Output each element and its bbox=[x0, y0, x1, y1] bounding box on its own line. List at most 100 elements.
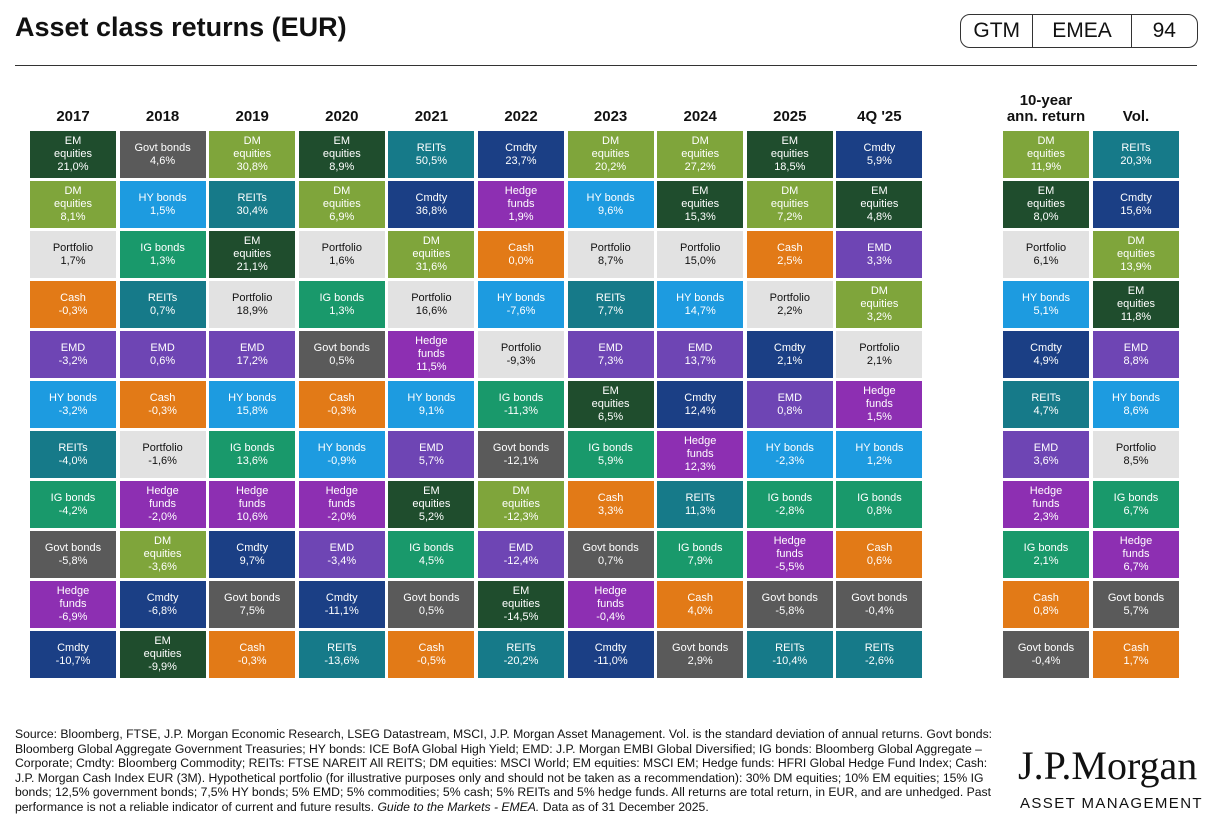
cell: HY bonds -7,6% bbox=[478, 281, 564, 328]
cell: EMD 17,2% bbox=[209, 331, 296, 378]
return-value: -14,5% bbox=[503, 611, 539, 623]
logo-subtitle: ASSET MANAGEMENT bbox=[1020, 795, 1203, 812]
cell: Hedge funds -6,9% bbox=[30, 581, 116, 628]
cell: Govt bonds 5,7% bbox=[1093, 581, 1179, 628]
return-value: 1,7% bbox=[60, 254, 86, 267]
asset-name: Govt bonds bbox=[224, 591, 281, 604]
return-value: -7,6% bbox=[506, 304, 536, 317]
cell: IG bonds -2,8% bbox=[746, 481, 833, 528]
cell: EMD 7,3% bbox=[567, 331, 654, 378]
asset-name: EM equities bbox=[143, 635, 182, 660]
cell: Cash 2,5% bbox=[746, 231, 833, 278]
return-value: 21,0% bbox=[57, 161, 89, 173]
asset-name: IG bonds bbox=[140, 241, 185, 254]
cell: Cmdty 12,4% bbox=[657, 381, 744, 428]
cell: HY bonds 5,1% bbox=[1003, 281, 1089, 328]
return-value: -12,1% bbox=[503, 454, 539, 467]
asset-name: DM equities bbox=[681, 135, 720, 160]
asset-name: DM equities bbox=[860, 285, 899, 310]
asset-name: Cash bbox=[1123, 641, 1149, 654]
asset-name: DM equities bbox=[1117, 235, 1155, 260]
return-value: 11,8% bbox=[1120, 311, 1152, 323]
asset-name: Hedge funds bbox=[594, 585, 627, 610]
asset-name: Cmdty bbox=[415, 191, 448, 204]
cell: EM equities 6,5% bbox=[567, 381, 654, 428]
asset-name: REITs bbox=[147, 291, 178, 304]
asset-name: Cash bbox=[508, 241, 534, 254]
asset-name: Portfolio bbox=[1025, 241, 1067, 254]
cell: HY bonds 14,7% bbox=[657, 281, 744, 328]
return-value: -5,8% bbox=[58, 554, 88, 567]
asset-name: EMD bbox=[1123, 341, 1149, 354]
return-value: 1,2% bbox=[866, 454, 892, 467]
asset-name: HY bonds bbox=[855, 441, 904, 454]
asset-name: EMD bbox=[867, 241, 892, 254]
return-value: 6,7% bbox=[1123, 561, 1149, 573]
asset-name: REITs bbox=[237, 191, 267, 204]
return-value: -1,6% bbox=[148, 454, 177, 467]
cell: REITs 4,7% bbox=[1003, 381, 1089, 428]
return-value: 5,2% bbox=[418, 511, 444, 523]
asset-name: Portfolio bbox=[321, 241, 362, 254]
asset-name: Cmdty bbox=[684, 391, 717, 404]
cell: Hedge funds -5,5% bbox=[746, 531, 833, 578]
return-value: -12,4% bbox=[503, 554, 539, 567]
asset-name: HY bonds bbox=[586, 191, 635, 204]
cell: Portfolio -9,3% bbox=[478, 331, 564, 378]
asset-name: DM equities bbox=[143, 535, 182, 560]
asset-name: EM equities bbox=[1027, 185, 1065, 210]
return-value: 0,5% bbox=[329, 354, 355, 367]
cell: DM equities 27,2% bbox=[657, 131, 744, 178]
return-value: 11,3% bbox=[685, 504, 716, 517]
return-value: -2,3% bbox=[775, 454, 805, 467]
asset-name: IG bonds bbox=[50, 491, 96, 504]
cell: IG bonds 1,3% bbox=[298, 281, 385, 328]
return-value: 0,7% bbox=[598, 554, 624, 567]
asset-name: EM equities bbox=[591, 385, 630, 410]
return-value: 36,8% bbox=[415, 204, 447, 217]
return-value: 11,5% bbox=[416, 361, 447, 373]
cell: EMD 8,8% bbox=[1093, 331, 1179, 378]
asset-name: Portfolio bbox=[142, 441, 183, 454]
return-value: 4,0% bbox=[687, 604, 713, 617]
column-header: 2017 bbox=[56, 108, 90, 125]
return-value: 6,5% bbox=[598, 411, 624, 423]
cell: HY bonds 8,6% bbox=[1093, 381, 1179, 428]
asset-name: Hedge funds bbox=[146, 485, 179, 510]
return-value: -3,2% bbox=[58, 354, 88, 367]
asset-name: REITs bbox=[58, 441, 88, 454]
return-value: -3,2% bbox=[58, 404, 88, 417]
return-value: 13,7% bbox=[684, 354, 716, 367]
return-value: -3,4% bbox=[327, 554, 357, 567]
return-value: 0,8% bbox=[777, 404, 803, 417]
asset-name: HY bonds bbox=[496, 291, 546, 304]
asset-name: Portfolio bbox=[769, 291, 810, 304]
cell: Hedge funds 12,3% bbox=[657, 431, 744, 478]
cell: IG bonds -4,2% bbox=[30, 481, 116, 528]
logo: J.P.Morgan bbox=[1018, 743, 1198, 788]
return-value: -0,9% bbox=[327, 454, 357, 467]
cell: EM equities 15,3% bbox=[657, 181, 744, 228]
asset-name: EM equities bbox=[322, 135, 361, 160]
asset-name: Cash bbox=[866, 541, 893, 554]
return-value: 1,5% bbox=[150, 204, 176, 217]
return-value: 1,6% bbox=[329, 254, 355, 267]
return-value: 6,9% bbox=[329, 211, 355, 223]
cell: HY bonds 9,1% bbox=[388, 381, 475, 428]
return-value: 8,9% bbox=[329, 161, 355, 173]
return-value: -5,8% bbox=[775, 604, 805, 617]
asset-name: IG bonds bbox=[319, 291, 365, 304]
cell: Cmdty -11,1% bbox=[298, 581, 385, 628]
return-value: -2,8% bbox=[775, 504, 805, 517]
return-value: -6,8% bbox=[148, 604, 177, 617]
return-value: 5,9% bbox=[866, 154, 892, 167]
footnote-text: Source: Bloomberg, FTSE, J.P. Morgan Eco… bbox=[15, 727, 993, 814]
return-value: -0,3% bbox=[237, 654, 267, 667]
cell: Hedge funds -0,4% bbox=[567, 581, 654, 628]
return-value: 0,0% bbox=[508, 254, 534, 267]
return-value: 5,1% bbox=[1033, 304, 1059, 317]
return-value: 0,6% bbox=[866, 554, 892, 567]
cell: DM equities 7,2% bbox=[746, 181, 833, 228]
return-value: -2,6% bbox=[865, 654, 894, 667]
